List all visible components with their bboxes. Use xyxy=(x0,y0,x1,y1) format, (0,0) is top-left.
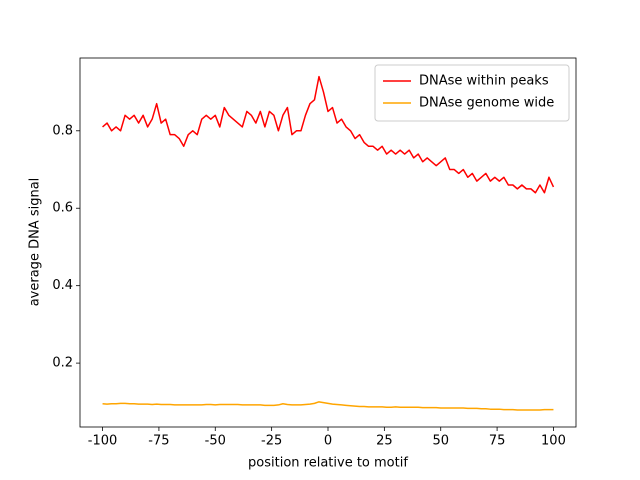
legend-box xyxy=(374,64,570,122)
y-tick-label: 0.2 xyxy=(52,356,73,371)
data-line xyxy=(102,401,554,411)
x-tick-label: -25 xyxy=(261,434,282,449)
x-tick-label: -75 xyxy=(148,434,169,449)
legend-label: DNAse within peaks xyxy=(419,74,549,89)
axes-frame xyxy=(79,57,577,428)
y-tick-label: 0.8 xyxy=(52,123,73,138)
y-tick-label: 0.4 xyxy=(52,278,73,293)
x-tick-label: 50 xyxy=(432,434,449,449)
x-tick-label: 100 xyxy=(541,434,566,449)
x-tick-label: -100 xyxy=(88,434,118,449)
x-axis-label: position relative to motif xyxy=(248,456,408,471)
legend-label: DNAse genome wide xyxy=(419,96,554,111)
y-tick-label: 0.6 xyxy=(52,201,73,216)
y-axis-label: average DNA signal xyxy=(28,178,43,307)
data-line xyxy=(102,75,555,194)
x-tick-label: 0 xyxy=(324,434,332,449)
x-tick-label: -50 xyxy=(205,434,226,449)
legend: DNAse within peaks DNAse genome wide xyxy=(374,64,570,122)
x-tick-label: 75 xyxy=(489,434,506,449)
x-tick-label: 25 xyxy=(376,434,393,449)
